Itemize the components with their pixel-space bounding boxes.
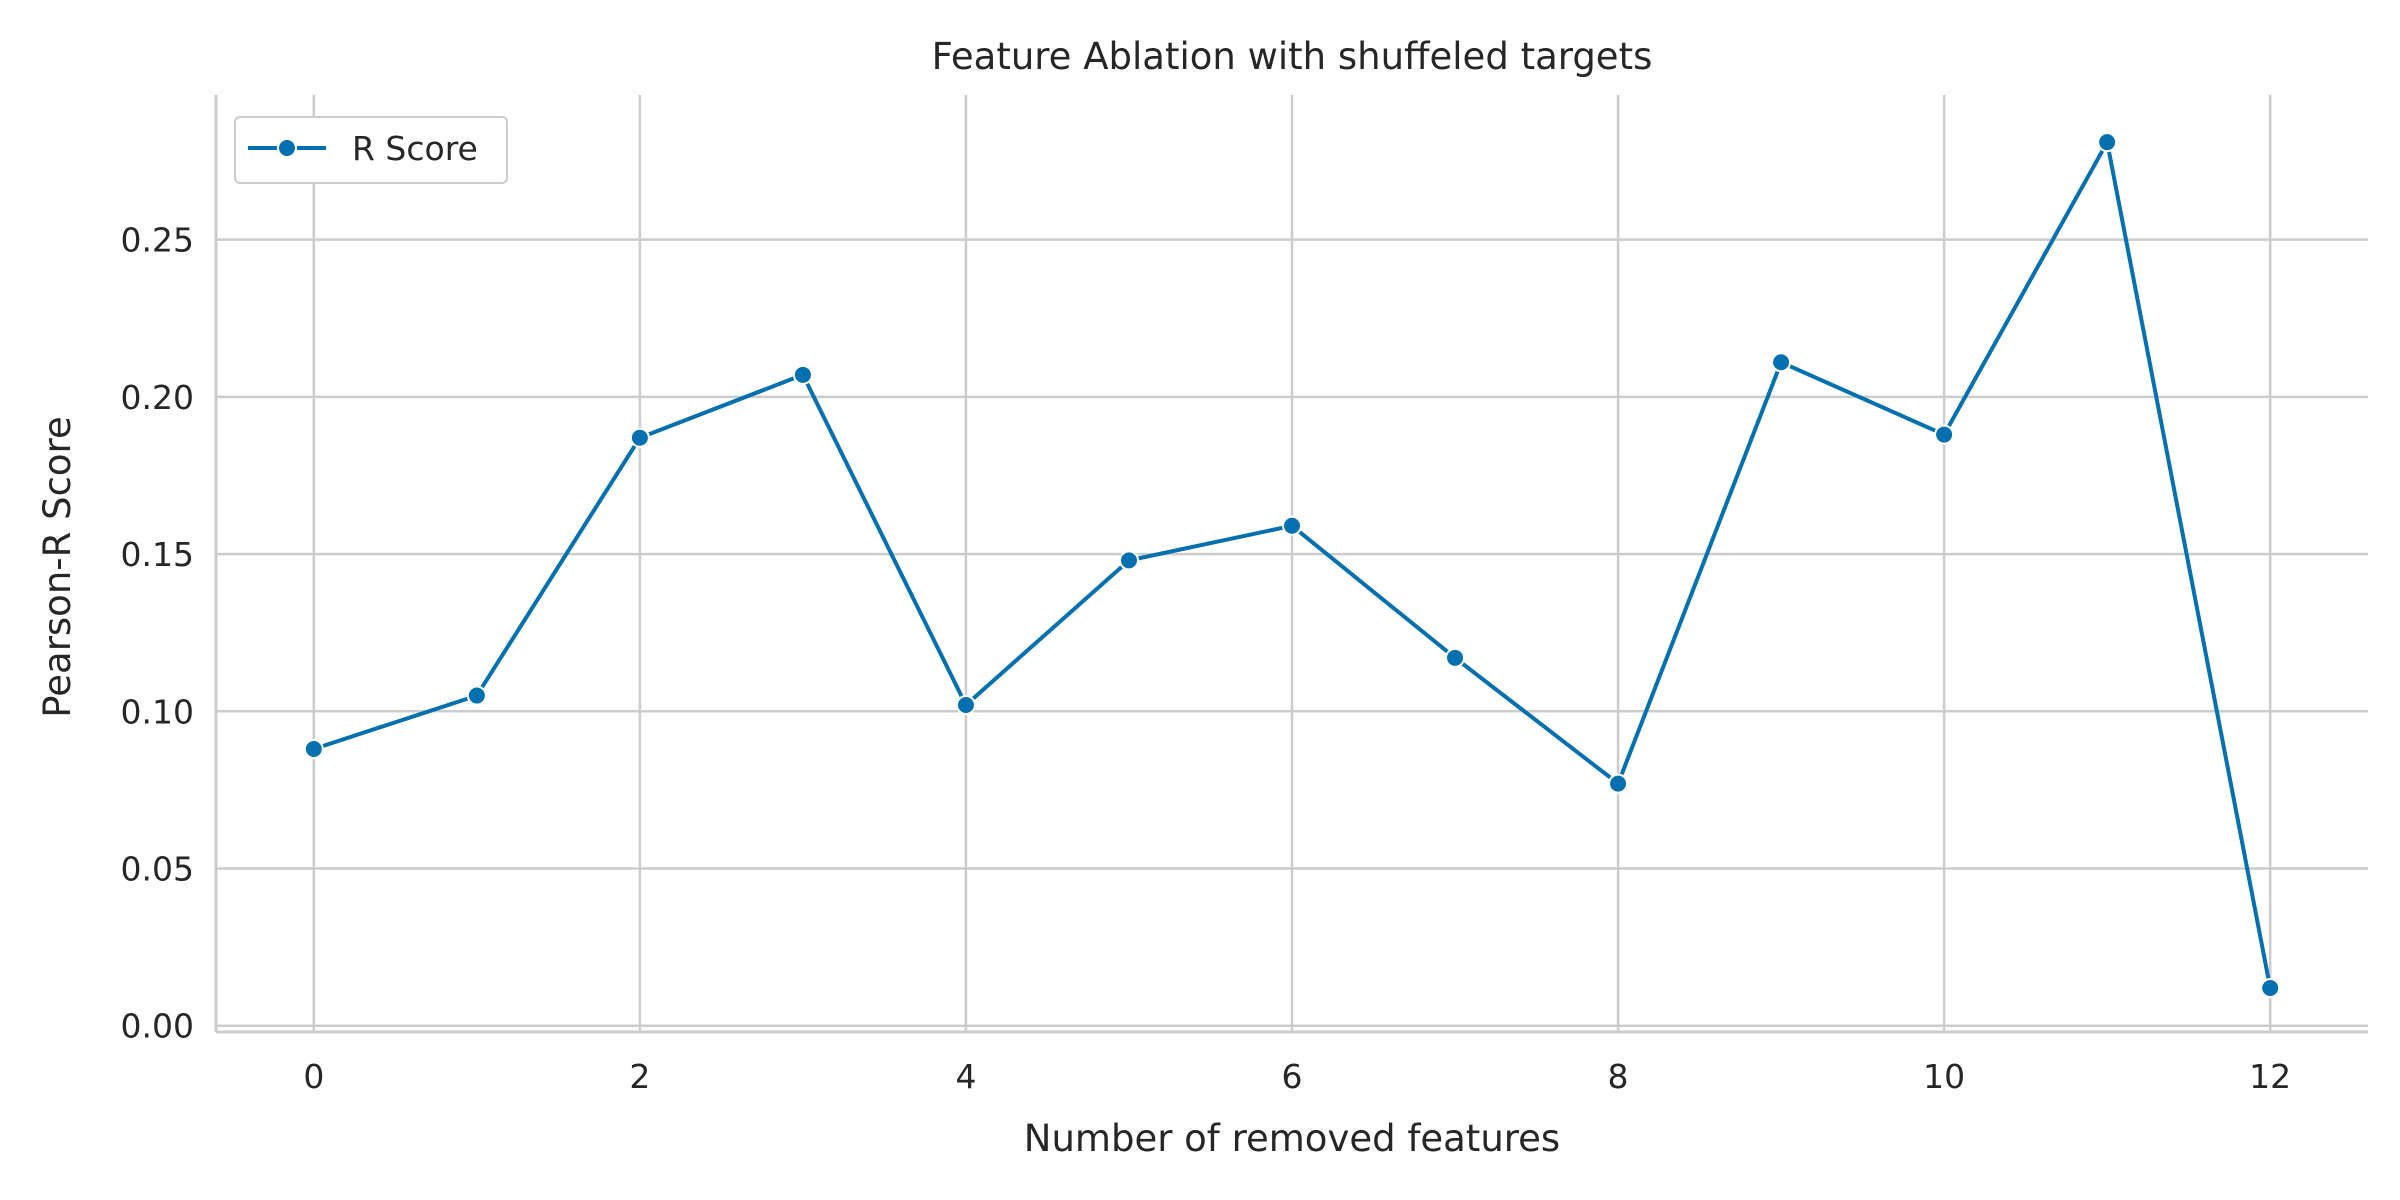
data-point (792, 364, 813, 385)
grid (216, 95, 2368, 1032)
data-point (1282, 515, 1302, 536)
data-point (1771, 352, 1792, 373)
data-point (1608, 773, 1629, 794)
x-tick-labels: 0 2 4 6 8 10 12 (303, 1057, 2291, 1096)
y-tick-label: 0.00 (121, 1007, 194, 1046)
x-tick-label: 6 (1282, 1057, 1303, 1096)
data-point (2097, 132, 2118, 153)
y-tick-label: 0.10 (121, 692, 194, 731)
y-axis-label: Pearson-R Score (36, 416, 79, 717)
x-tick-label: 2 (629, 1057, 650, 1096)
data-point (1118, 550, 1139, 571)
y-tick-labels: 0.00 0.05 0.10 0.15 0.20 0.25 (121, 221, 194, 1046)
data-point (2260, 977, 2281, 998)
data-point (955, 694, 976, 715)
chart-title: Feature Ablation with shuffeled targets (932, 35, 1653, 78)
data-point (1445, 647, 1466, 668)
legend-entry-r-score: R Score (352, 129, 478, 168)
legend-box (234, 116, 508, 184)
data-point (303, 739, 324, 760)
data-point (1934, 424, 1955, 445)
y-tick-label: 0.15 (121, 535, 194, 574)
legend-marker-swatch (277, 138, 297, 158)
x-tick-label: 12 (2249, 1057, 2291, 1096)
x-tick-label: 0 (303, 1057, 324, 1096)
y-tick-label: 0.20 (121, 378, 194, 417)
x-tick-label: 8 (1608, 1057, 1629, 1096)
x-tick-label: 10 (1923, 1057, 1965, 1096)
x-tick-label: 4 (955, 1057, 976, 1096)
data-point (629, 427, 650, 448)
x-axis-label: Number of removed features (1024, 1117, 1560, 1160)
y-tick-label: 0.05 (121, 849, 194, 888)
legend: R Score (234, 116, 508, 184)
y-tick-label: 0.25 (121, 221, 194, 260)
series-layer (303, 132, 2281, 998)
data-point (466, 685, 487, 706)
